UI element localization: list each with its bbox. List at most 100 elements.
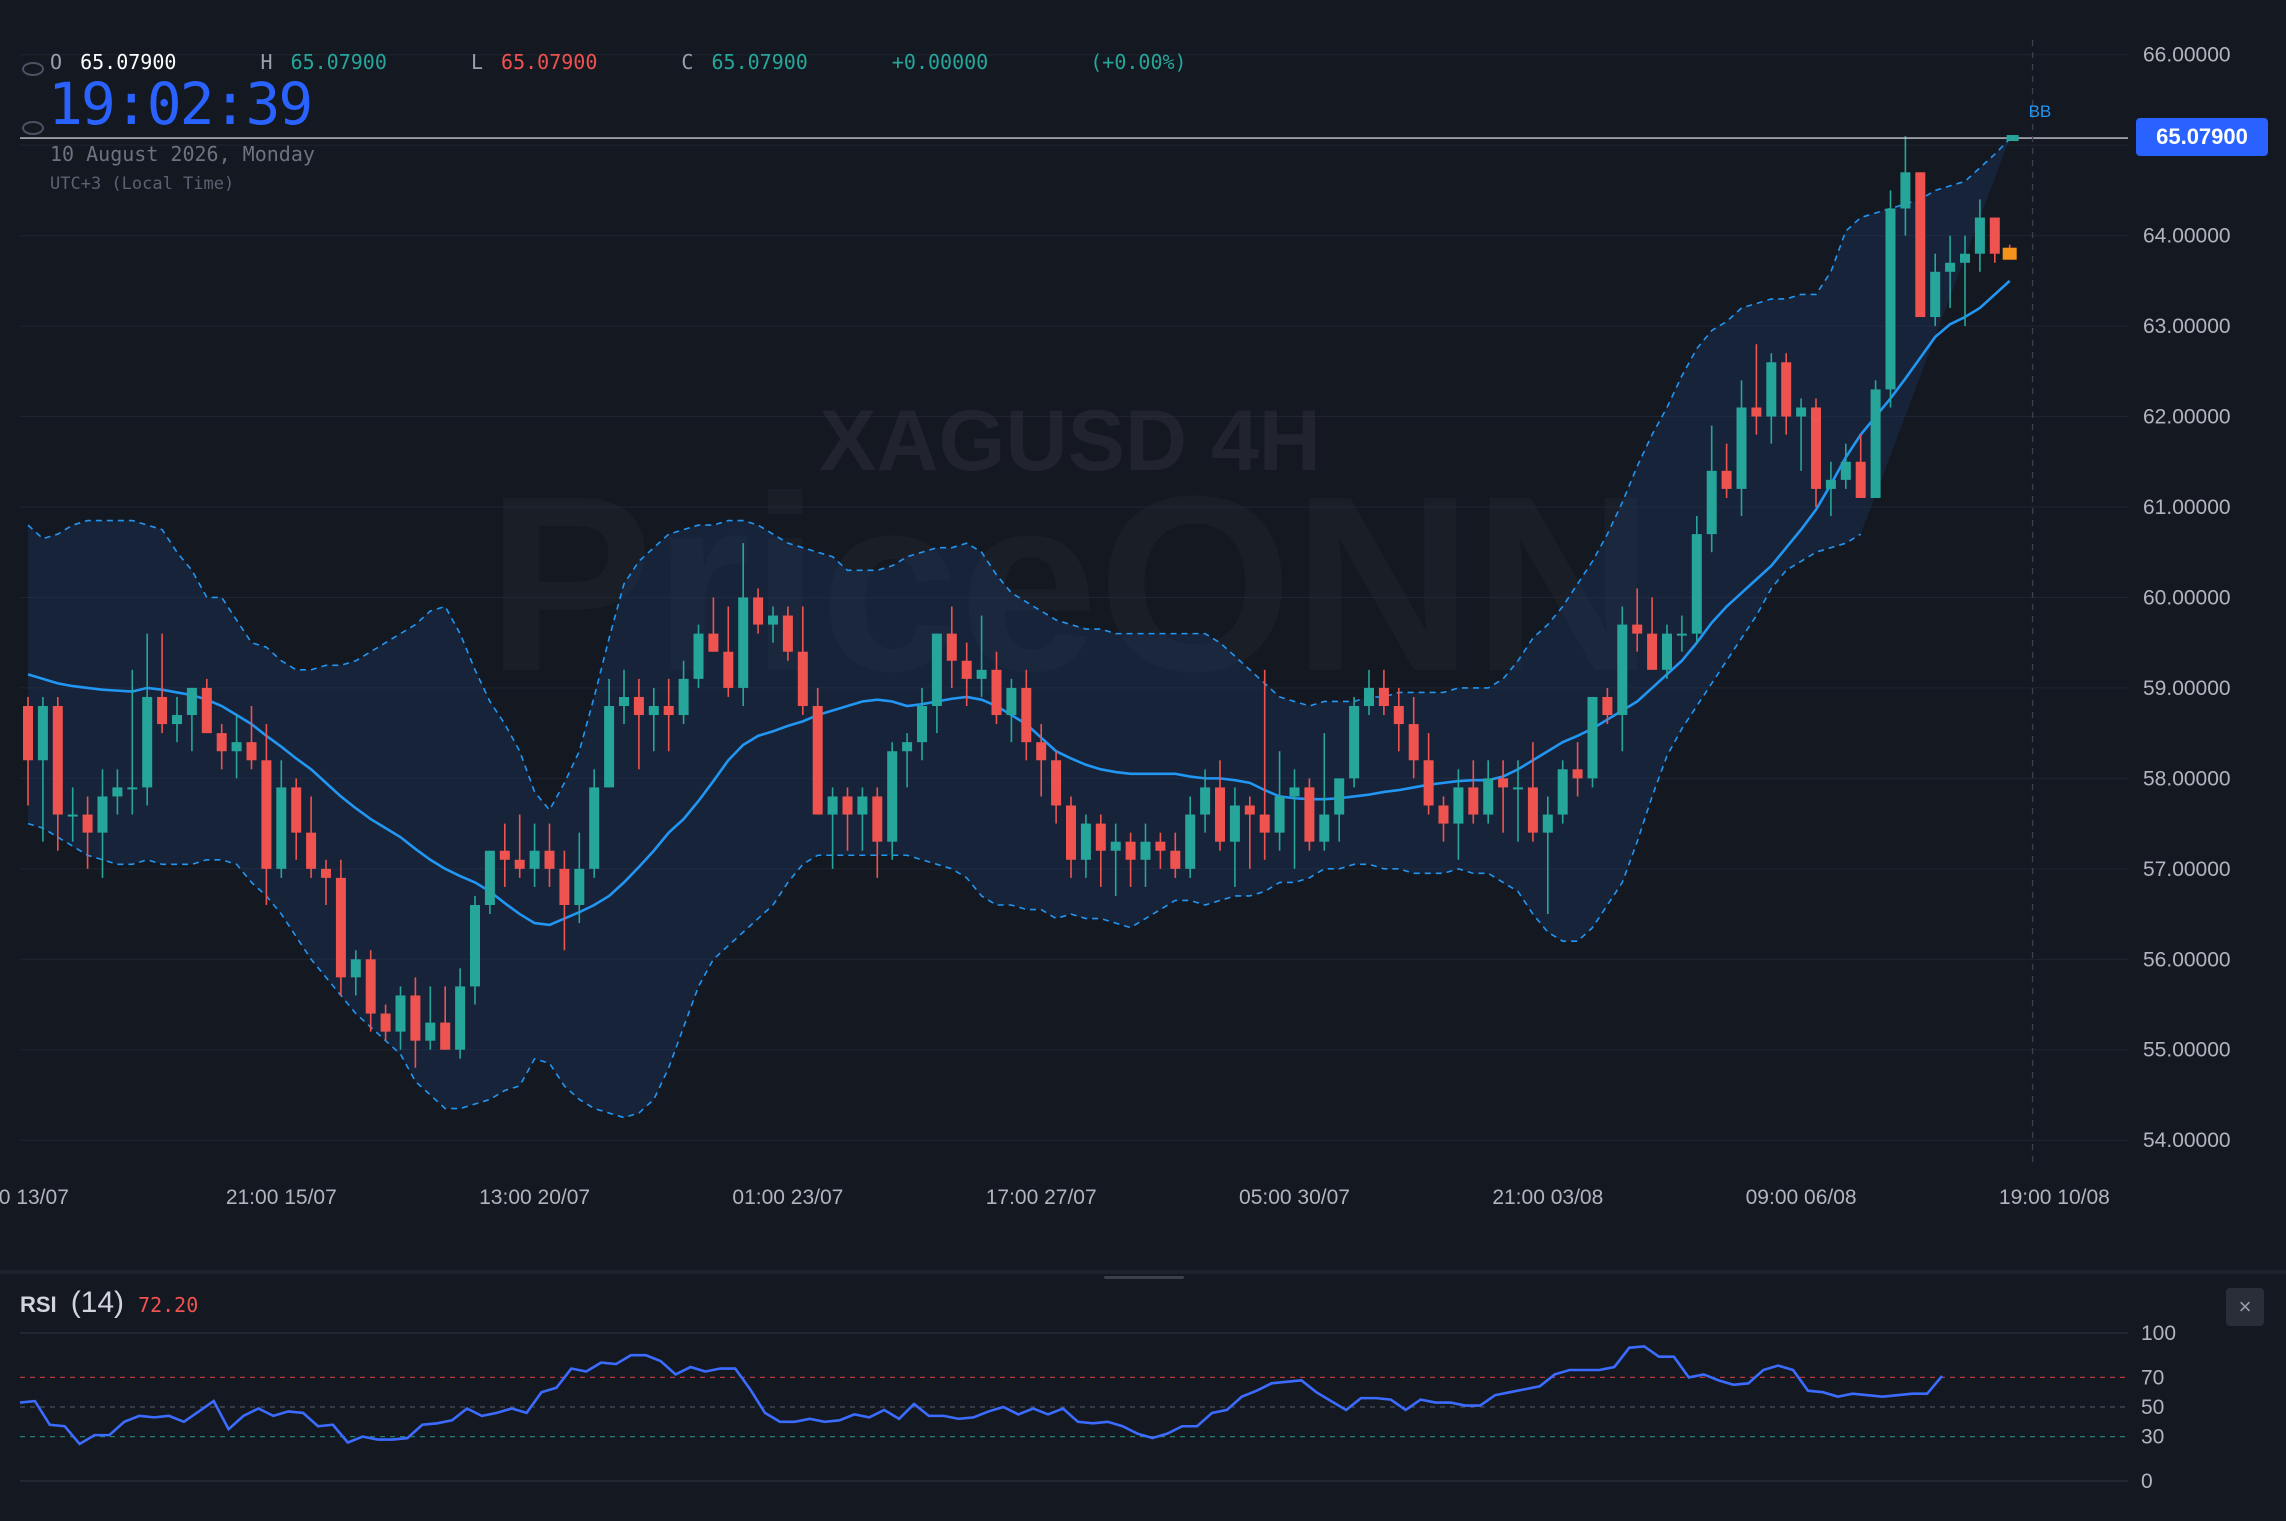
candle[interactable] (1557, 760, 1568, 824)
candle[interactable] (1676, 615, 1687, 652)
candle[interactable] (574, 832, 585, 924)
candle[interactable] (1453, 769, 1464, 860)
candle[interactable] (1080, 814, 1091, 878)
candle[interactable] (1095, 814, 1106, 887)
candle[interactable] (350, 950, 361, 996)
candle[interactable] (1572, 742, 1583, 797)
candle[interactable] (470, 895, 480, 1005)
candle[interactable] (455, 968, 466, 1059)
candle[interactable] (1602, 687, 1613, 725)
candle[interactable] (1542, 796, 1553, 915)
candle[interactable] (1110, 823, 1121, 896)
candle[interactable] (619, 669, 629, 725)
candle[interactable] (37, 696, 48, 842)
candle[interactable] (1617, 606, 1628, 752)
candle[interactable] (1006, 678, 1017, 743)
candle[interactable] (127, 669, 138, 815)
candle[interactable] (1244, 796, 1255, 869)
candle[interactable] (1483, 760, 1494, 824)
candle[interactable] (261, 724, 272, 906)
candle[interactable] (946, 606, 957, 688)
candle[interactable] (395, 986, 406, 1050)
candle[interactable] (678, 660, 689, 725)
candle[interactable] (1811, 398, 1821, 507)
candle[interactable] (1274, 751, 1285, 851)
candle[interactable] (723, 606, 734, 697)
candle[interactable] (1885, 190, 1896, 408)
candle[interactable] (1840, 443, 1851, 489)
candle[interactable] (335, 859, 346, 996)
candle[interactable] (976, 615, 987, 697)
candle[interactable] (499, 823, 510, 887)
candle[interactable] (782, 606, 793, 661)
candle[interactable] (1825, 461, 1836, 517)
candle[interactable] (1736, 380, 1747, 517)
candle[interactable] (768, 606, 778, 643)
candle[interactable] (663, 678, 674, 752)
candle[interactable] (1870, 380, 1881, 498)
candle[interactable] (23, 696, 33, 806)
candle[interactable] (1900, 136, 1911, 236)
candle[interactable] (812, 687, 823, 815)
candle[interactable] (1751, 344, 1762, 435)
candle[interactable] (52, 696, 63, 851)
candle[interactable] (738, 543, 749, 706)
candle[interactable] (1125, 832, 1136, 887)
candle[interactable] (157, 633, 168, 734)
candle[interactable] (1155, 832, 1166, 869)
candle[interactable] (1796, 398, 1807, 471)
candle[interactable] (544, 823, 555, 887)
candle[interactable] (291, 778, 302, 860)
candle[interactable] (1408, 696, 1419, 779)
visibility-eye-icon[interactable] (22, 62, 44, 76)
candle[interactable] (484, 850, 495, 915)
candle[interactable] (1304, 778, 1315, 851)
candle[interactable] (693, 624, 704, 688)
candle[interactable] (1527, 742, 1538, 842)
candle[interactable] (321, 859, 331, 906)
candle[interactable] (97, 769, 108, 878)
candle[interactable] (917, 687, 927, 761)
candle[interactable] (276, 760, 287, 878)
candle[interactable] (1364, 669, 1374, 716)
candle[interactable] (440, 986, 451, 1050)
candle[interactable] (1468, 760, 1479, 824)
candle[interactable] (931, 633, 942, 734)
candle[interactable] (1229, 787, 1240, 887)
candle[interactable] (82, 796, 93, 869)
pane-divider[interactable] (0, 1270, 2286, 1274)
candle[interactable] (1378, 669, 1389, 716)
candle[interactable] (1021, 669, 1032, 761)
candle[interactable] (797, 606, 808, 716)
candle[interactable] (67, 787, 78, 842)
candle[interactable] (1781, 353, 1792, 435)
candle[interactable] (1930, 253, 1941, 327)
candle[interactable] (827, 787, 838, 869)
candle[interactable] (1170, 832, 1181, 878)
candle[interactable] (380, 1004, 391, 1041)
candle[interactable] (1945, 235, 1956, 308)
candle[interactable] (1393, 687, 1404, 752)
candle[interactable] (246, 706, 257, 770)
candle[interactable] (589, 769, 600, 878)
candle[interactable] (1587, 696, 1598, 788)
candle[interactable] (1438, 796, 1449, 842)
candle[interactable] (425, 986, 436, 1050)
candle[interactable] (648, 687, 659, 752)
candle[interactable] (842, 787, 853, 851)
candle[interactable] (1766, 353, 1777, 444)
candle[interactable] (1349, 696, 1360, 788)
candle[interactable] (216, 724, 227, 770)
candle[interactable] (604, 678, 615, 788)
candle[interactable] (1289, 769, 1300, 869)
candle[interactable] (857, 787, 868, 851)
candle[interactable] (991, 651, 1002, 725)
candle[interactable] (410, 977, 421, 1068)
candle[interactable] (961, 642, 972, 706)
candle[interactable] (902, 733, 913, 788)
candle[interactable] (514, 814, 525, 878)
candle[interactable] (1334, 778, 1345, 842)
candle[interactable] (1140, 823, 1151, 887)
candle[interactable] (887, 742, 898, 860)
